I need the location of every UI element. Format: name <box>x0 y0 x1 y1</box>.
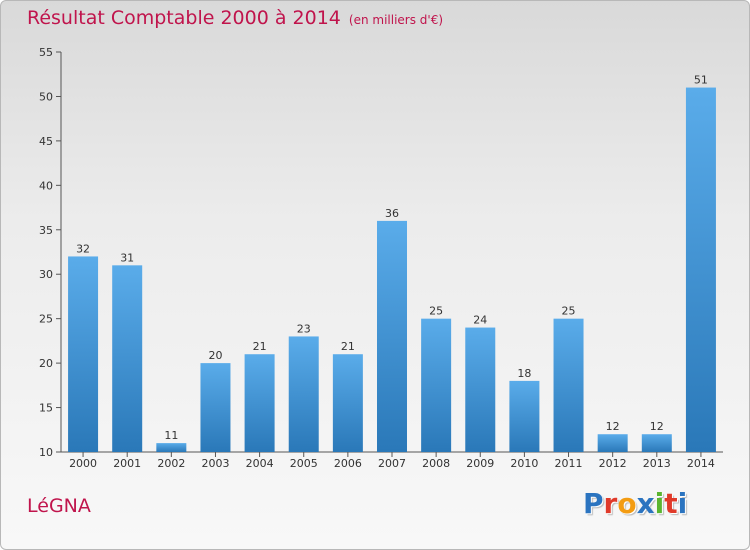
data-label: 25 <box>429 305 443 318</box>
bar <box>156 443 187 452</box>
y-tick-label: 35 <box>39 224 53 237</box>
x-tick-label: 2007 <box>378 457 406 470</box>
x-tick-label: 2009 <box>466 457 494 470</box>
data-label: 21 <box>253 340 267 353</box>
y-tick-label: 15 <box>39 402 53 415</box>
bar <box>421 318 452 452</box>
data-label: 51 <box>694 74 708 87</box>
data-label: 23 <box>297 322 311 335</box>
y-tick-label: 25 <box>39 313 53 326</box>
bars: 32 31 11 20 21 23 21 36 25 24 18 25 12 12 51 <box>68 74 716 453</box>
x-tick-label: 2013 <box>643 457 671 470</box>
y-tick-label: 20 <box>39 357 53 370</box>
bar <box>597 434 628 452</box>
logo-letter: t <box>664 487 678 520</box>
logo-letter: x <box>636 487 655 520</box>
y-tick-label: 50 <box>39 90 53 103</box>
data-label: 31 <box>120 251 134 264</box>
x-tick-label: 2008 <box>422 457 450 470</box>
chart-title: Résultat Comptable 2000 à 2014 (en millie… <box>27 7 443 29</box>
title-unit: (en milliers d'€) <box>348 13 444 27</box>
bar <box>641 434 672 452</box>
bar <box>553 318 584 452</box>
data-label: 32 <box>76 242 90 255</box>
y-tick-label: 30 <box>39 268 53 281</box>
bar <box>465 327 496 452</box>
x-tick-label: 2000 <box>69 457 97 470</box>
proxiti-logo: Proxiti <box>583 487 687 520</box>
data-label: 24 <box>473 314 487 327</box>
data-label: 20 <box>208 349 222 362</box>
place-name: LéGNA <box>27 495 91 517</box>
logo-letter: r <box>603 487 618 520</box>
data-label: 11 <box>164 429 178 442</box>
bar <box>332 354 363 452</box>
bar <box>200 363 231 452</box>
bar <box>288 336 319 452</box>
x-tick-label: 2012 <box>599 457 627 470</box>
x-tick-label: 2014 <box>687 457 715 470</box>
x-tick-label: 2006 <box>334 457 362 470</box>
y-tick-label: 55 <box>39 46 53 59</box>
x-tick-label: 2010 <box>510 457 538 470</box>
bar <box>244 354 275 452</box>
bar <box>68 256 99 452</box>
y-tick-label: 10 <box>39 446 53 459</box>
bar <box>509 380 540 452</box>
logo-letter: P <box>583 487 604 520</box>
data-label: 36 <box>385 207 399 220</box>
x-tick-label: 2002 <box>157 457 185 470</box>
bar <box>112 265 143 452</box>
data-label: 25 <box>562 305 576 318</box>
logo-letter: i <box>677 487 688 520</box>
y-tick-label: 45 <box>39 135 53 148</box>
x-tick-label: 2001 <box>113 457 141 470</box>
x-tick-label: 2005 <box>290 457 318 470</box>
x-tick-label: 2011 <box>555 457 583 470</box>
x-tick-label: 2004 <box>246 457 274 470</box>
y-tick-label: 40 <box>39 179 53 192</box>
data-label: 12 <box>606 420 620 433</box>
x-tick-label: 2003 <box>201 457 229 470</box>
logo-letter: i <box>654 487 665 520</box>
data-label: 12 <box>650 420 664 433</box>
data-label: 18 <box>517 367 531 380</box>
logo-letter: o <box>617 487 637 520</box>
data-label: 21 <box>341 340 355 353</box>
title-text: Résultat Comptable 2000 à 2014 <box>27 7 341 29</box>
bar <box>685 87 716 453</box>
bar <box>377 220 407 452</box>
